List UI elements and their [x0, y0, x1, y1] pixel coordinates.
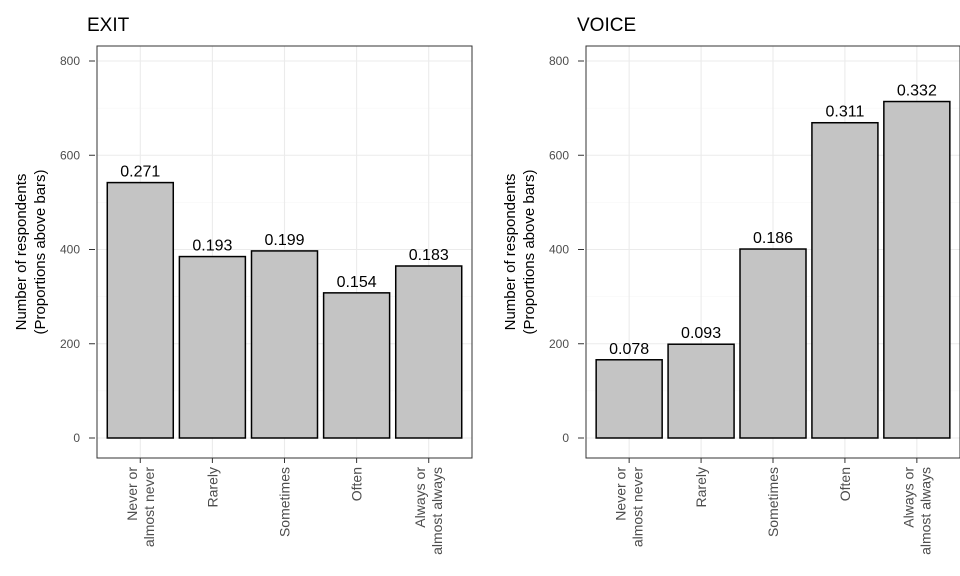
x-tick-label: Never or — [613, 467, 629, 521]
x-tick-label: Rarely — [693, 467, 709, 507]
x-tick-label: almost always — [917, 467, 933, 555]
y-tick-label: 0 — [73, 431, 80, 445]
panel-voice: 0.078 0.093 0.186 0.311 0.332 0 200 400 600 800 Ne… — [502, 15, 960, 555]
x-tick-label: Never or — [124, 467, 140, 521]
x-tick-label: Often — [837, 467, 853, 501]
panel-exit: 0.271 0.193 0.199 0.154 0.183 0 200 400 600 800 Ne… — [13, 15, 473, 555]
data-label: 0.311 — [825, 104, 864, 121]
data-label: 0.193 — [192, 238, 232, 255]
y-tick-label: 200 — [549, 337, 569, 351]
x-tick-label: Rarely — [204, 467, 220, 507]
x-tick-label: almost always — [429, 467, 445, 555]
data-label: 0.332 — [897, 83, 937, 100]
y-tick-label: 800 — [549, 54, 569, 68]
y-tick-label: 400 — [549, 243, 569, 257]
x-tick-label: Often — [349, 467, 365, 501]
data-label: 0.271 — [120, 164, 160, 181]
bar — [394, 265, 463, 439]
y-axis-label-subtitle: (Proportions above bars) — [521, 169, 538, 334]
y-axis-label: Number of respondents — [502, 174, 519, 331]
bar — [883, 100, 951, 439]
y-tick-label: 200 — [60, 337, 80, 351]
plot-area: 0.271 0.193 0.199 0.154 0.183 — [97, 46, 472, 458]
x-tick-label: Sometimes — [765, 467, 781, 537]
y-axis-label: Number of respondents — [13, 174, 30, 331]
chart-title: EXIT — [87, 15, 130, 36]
y-tick-label: 600 — [60, 148, 80, 162]
bar — [667, 343, 735, 439]
x-tick-label: Always or — [900, 467, 916, 528]
y-tick-label: 0 — [562, 431, 569, 445]
bar — [739, 248, 807, 439]
y-axis-label-subtitle: (Proportions above bars) — [32, 169, 49, 334]
bar — [250, 250, 319, 439]
bar — [106, 181, 175, 439]
y-tick-label: 400 — [60, 243, 80, 257]
x-tick-label: almost never — [630, 467, 646, 547]
data-label: 0.093 — [681, 325, 721, 342]
bar — [322, 292, 391, 439]
bar — [178, 255, 247, 439]
data-label: 0.078 — [609, 341, 649, 358]
data-label: 0.186 — [753, 230, 793, 247]
x-tick-label: Sometimes — [277, 467, 293, 537]
data-label: 0.199 — [264, 232, 304, 249]
bar — [811, 121, 879, 439]
y-tick-label: 600 — [549, 148, 569, 162]
data-label: 0.154 — [337, 274, 377, 291]
x-tick-label: almost never — [141, 467, 157, 547]
data-label: 0.183 — [409, 247, 449, 264]
y-tick-label: 800 — [60, 54, 80, 68]
plot-area: 0.078 0.093 0.186 0.311 0.332 — [586, 46, 960, 458]
chart-title: VOICE — [577, 15, 636, 36]
bar — [595, 359, 663, 439]
x-tick-label: Always or — [412, 467, 428, 528]
